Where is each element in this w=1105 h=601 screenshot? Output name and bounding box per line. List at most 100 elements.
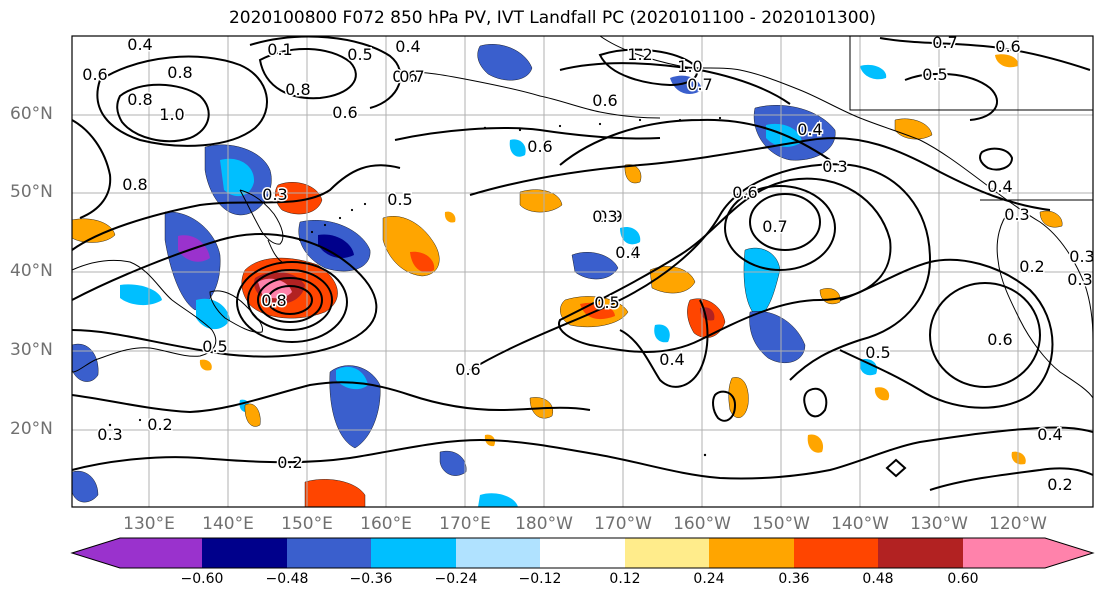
colorbar-swatch [202, 538, 287, 568]
lon-label-120w: 120°W [989, 514, 1047, 534]
lon-label-140w: 140°W [831, 514, 889, 534]
contour-label: 0.2 [1047, 475, 1072, 494]
contour-label: 0.4 [987, 177, 1012, 196]
contour-label: 1.2 [627, 45, 652, 64]
colorbar-tick-label: −0.12 [518, 571, 562, 587]
contour-label: 0.3 [1067, 270, 1092, 289]
contour-label: 0.2 [147, 415, 172, 434]
contour-label: 0.2 [1019, 257, 1044, 276]
lon-label-150w: 150°W [752, 514, 810, 534]
colorbar-extend-high [1045, 538, 1093, 568]
contour-label: 0.3 [1004, 205, 1029, 224]
colorbar-tick-label: −0.24 [434, 571, 478, 587]
lat-label-60n: 60°N [10, 104, 53, 124]
colorbar-tick-label: 0.24 [693, 571, 725, 587]
lon-label-140e: 140°E [202, 514, 254, 534]
contour-label: 0.3 [592, 207, 617, 226]
lat-label-40n: 40°N [10, 261, 53, 281]
colorbar-tick-label: −0.60 [180, 571, 224, 587]
lat-label-50n: 50°N [10, 182, 53, 202]
shaded-anomalies [71, 44, 1063, 508]
graticule [72, 36, 1093, 507]
contour-label: 0.4 [127, 35, 152, 54]
contour-label: 0.8 [167, 63, 192, 82]
lon-label-160w: 160°W [673, 514, 731, 534]
islands [108, 116, 722, 457]
colorbar [70, 537, 1095, 569]
contour-label: 0.6 [332, 103, 357, 122]
lat-label-20n: 20°N [10, 419, 53, 439]
contour-label: 0.6 [995, 37, 1020, 56]
contour-label: 0.5 [387, 190, 412, 209]
contour-label: 1.0 [677, 57, 702, 76]
contour-label: 0.6 [987, 330, 1012, 349]
contour-label: 0.4 [395, 37, 420, 56]
contour-label: 0.8 [122, 175, 147, 194]
contour-label: 0.8 [261, 291, 286, 310]
contour-label: 0.9 [597, 207, 622, 226]
contour-label: 0.6 [82, 65, 107, 84]
colorbar-tick-label: −0.36 [349, 571, 393, 587]
contour-label: 0.5 [347, 45, 372, 64]
contour-label: 0.6 [732, 183, 757, 202]
contour-label: 0.2 [277, 453, 302, 472]
contour-label: 1.0 [159, 105, 184, 124]
contour-label: 0.4 [797, 120, 822, 139]
colorbar-tick-label: 0.12 [609, 571, 641, 587]
colorbar-swatch [963, 538, 1045, 568]
colorbar-swatch [625, 538, 709, 568]
contour-label: 0.7 [399, 67, 424, 86]
contour-label: 0.5 [922, 65, 947, 84]
lon-label-130e: 130°E [123, 514, 175, 534]
contour-label: 0.6 [392, 67, 417, 86]
colorbar-swatch [456, 538, 540, 568]
figure-title: 2020100800 F072 850 hPa PV, IVT Landfall… [228, 8, 876, 28]
lon-label-130w: 130°W [910, 514, 968, 534]
colorbar-swatch [794, 538, 878, 568]
contour-label: 0.3 [97, 425, 122, 444]
lon-label-170e: 170°E [439, 514, 491, 534]
contour-label: 0.8 [285, 80, 310, 99]
colorbar-outline [70, 537, 1095, 569]
contour-label: 0.6 [527, 137, 552, 156]
contour-label: 0.8 [127, 90, 152, 109]
contour-labels: 0.4 0.1 0.5 0.4 1.21.00.80.60.50.60.60.81.00… [81, 32, 1096, 496]
colorbar-tick-label: 0.48 [862, 571, 894, 587]
contour-label: 0.7 [687, 75, 712, 94]
colorbar-extend-low [72, 538, 120, 568]
colorbar-swatch [371, 538, 456, 568]
contour-label: 0.5 [594, 293, 619, 312]
colorbar-tick-label: −0.48 [265, 571, 309, 587]
contour-label: 0.5 [865, 343, 890, 362]
contour-label: 0.1 [267, 40, 292, 59]
map-frame [71, 35, 1094, 508]
contour-label: 0.5 [202, 337, 227, 356]
contour-label: 0.4 [659, 350, 684, 369]
colorbar-swatch [540, 538, 625, 568]
colorbar-tick-label: 0.60 [947, 571, 979, 587]
colorbar-swatch [120, 538, 202, 568]
colorbar-swatch [709, 538, 794, 568]
contour-label: 0.6 [592, 91, 617, 110]
colorbar-swatch [878, 538, 963, 568]
contour-label: 0.7 [932, 33, 957, 52]
contour-label: 0.5 [285, 80, 310, 99]
lon-label-150e: 150°E [281, 514, 333, 534]
contour-label: 0.3 [1069, 247, 1094, 266]
coastlines [71, 35, 1094, 399]
pv-contours [71, 35, 1094, 491]
lon-label-160e: 160°E [360, 514, 412, 534]
contour-label: 0.4 [1037, 425, 1062, 444]
lon-label-180w: 180°W [515, 514, 573, 534]
contour-label: 0.4 [615, 243, 640, 262]
contour-label: 0.6 [615, 243, 640, 262]
contour-label: 0.7 [762, 217, 787, 236]
colorbar-swatch [287, 538, 371, 568]
lon-label-170w: 170°W [594, 514, 652, 534]
contour-label: 0.3 [262, 185, 287, 204]
lat-label-30n: 30°N [10, 340, 53, 360]
colorbar-tick-label: 0.36 [778, 571, 810, 587]
contour-label: 0.3 [822, 157, 847, 176]
contour-label: 0.6 [455, 360, 480, 379]
